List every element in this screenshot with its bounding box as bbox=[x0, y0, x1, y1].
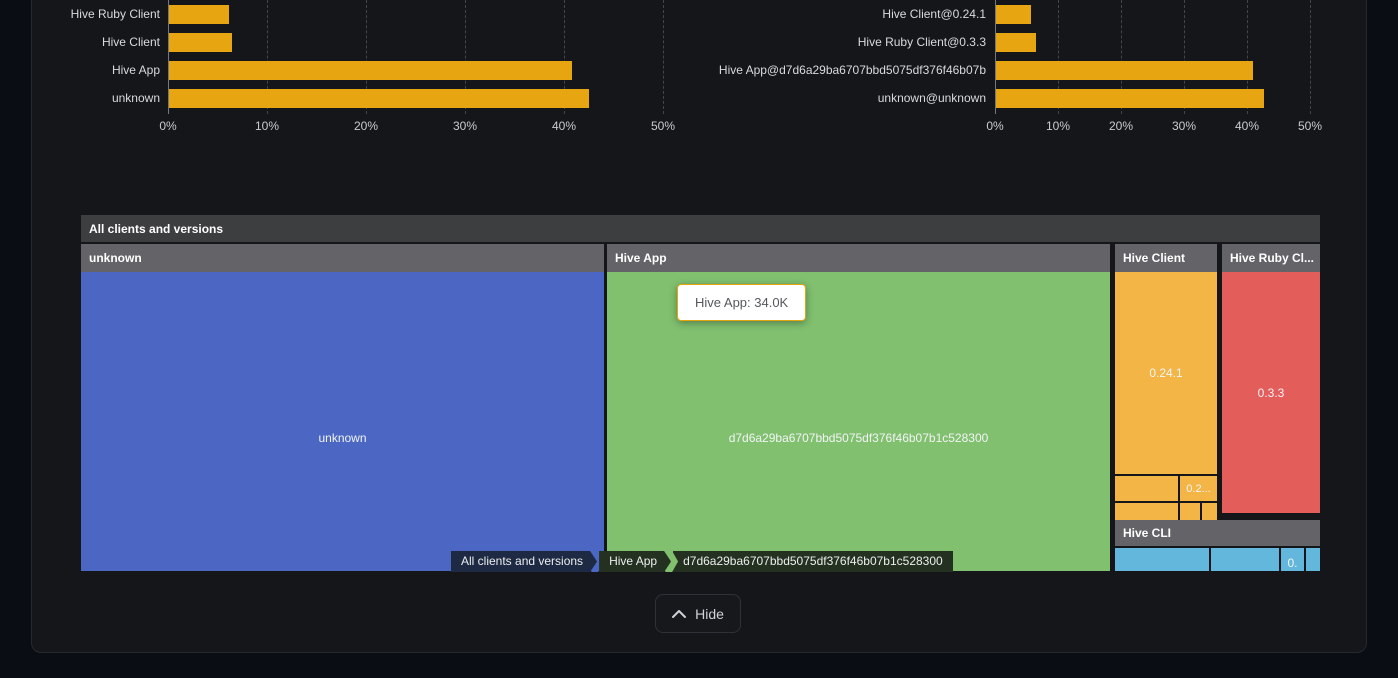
client-versions-bar[interactable] bbox=[996, 33, 1036, 52]
gridline bbox=[1121, 0, 1122, 114]
clients-category-label: Hive Ruby Client bbox=[70, 7, 160, 21]
treemap-header-hive-cli[interactable]: Hive CLI bbox=[1115, 520, 1320, 546]
treemap-cell-unknown[interactable]: unknown bbox=[81, 272, 604, 571]
chart-tooltip-text: Hive App: 34.0K bbox=[695, 295, 789, 310]
treemap-root-header[interactable]: All clients and versions bbox=[81, 215, 1320, 242]
treemap-cell-hive-client-small-3[interactable] bbox=[1115, 503, 1178, 520]
bar-chart-clients-plot bbox=[168, 0, 664, 114]
x-axis-tick-label: 10% bbox=[254, 119, 280, 133]
bar-chart-clients-x-axis: 0% 10% 20% 30% 40% 50% bbox=[159, 119, 675, 135]
gridline bbox=[1058, 0, 1059, 114]
clients-bar[interactable] bbox=[169, 89, 589, 108]
treemap-cell-hive-cli-1[interactable]: 0.23.0 bbox=[1115, 548, 1209, 571]
treemap-cell-hive-client-small-5[interactable] bbox=[1202, 503, 1217, 520]
x-axis-tick-label: 40% bbox=[551, 119, 577, 133]
x-axis-tick-label: 20% bbox=[353, 119, 379, 133]
treemap-cell-hive-cli-2[interactable]: 0.23.0 bbox=[1211, 548, 1279, 571]
treemap-cell-hive-client-small-1[interactable] bbox=[1115, 476, 1178, 501]
x-axis-tick-label: 10% bbox=[1045, 119, 1071, 133]
y-axis-line bbox=[995, 0, 996, 114]
hide-button[interactable]: Hide bbox=[655, 594, 741, 633]
breadcrumb-item-hive-app[interactable]: Hive App bbox=[599, 551, 671, 572]
client-versions-category-label: unknown@unknown bbox=[877, 91, 986, 105]
treemap-header-hive-app[interactable]: Hive App bbox=[607, 244, 1110, 272]
treemap-header-hive-ruby-client[interactable]: Hive Ruby Cl... bbox=[1222, 244, 1320, 272]
client-versions-bar[interactable] bbox=[996, 89, 1264, 108]
gridline bbox=[663, 0, 664, 114]
treemap-cell-hive-client-0-24-1[interactable]: 0.24.1 bbox=[1115, 272, 1217, 474]
client-versions-bar[interactable] bbox=[996, 61, 1254, 80]
x-axis-tick-label: 40% bbox=[1234, 119, 1260, 133]
client-versions-bar[interactable] bbox=[996, 5, 1032, 24]
client-versions-category-label: Hive Ruby Client@0.3.3 bbox=[857, 35, 986, 49]
x-axis-tick-label: 0% bbox=[986, 119, 1004, 133]
gridline bbox=[366, 0, 367, 114]
x-axis-tick-label: 0% bbox=[159, 119, 177, 133]
treemap-cell-hive-client-small-4[interactable] bbox=[1180, 503, 1200, 520]
bar-chart-client-versions-plot bbox=[995, 0, 1311, 114]
gridline bbox=[564, 0, 565, 114]
x-axis-tick-label: 30% bbox=[1171, 119, 1197, 133]
treemap-cell-hive-cli-3[interactable]: 0. bbox=[1281, 548, 1304, 571]
gridline bbox=[465, 0, 466, 114]
treemap-cell-hive-app-version[interactable]: d7d6a29ba6707bbd5075df376f46b07b1c528300 bbox=[607, 272, 1110, 571]
treemap-all-clients-and-versions: All clients and versions unknown unknown… bbox=[81, 215, 1320, 571]
clients-bar[interactable] bbox=[169, 61, 572, 80]
gridline bbox=[1310, 0, 1311, 114]
treemap-header-hive-client[interactable]: Hive Client bbox=[1115, 244, 1217, 272]
clients-category-label: Hive Client bbox=[101, 35, 160, 49]
x-axis-tick-label: 20% bbox=[1108, 119, 1134, 133]
hide-button-label: Hide bbox=[695, 605, 724, 622]
chevron-up-icon bbox=[672, 609, 687, 618]
clients-category-label: unknown bbox=[111, 91, 160, 105]
gridline bbox=[1247, 0, 1248, 114]
y-axis-line bbox=[168, 0, 169, 114]
x-axis-tick-label: 50% bbox=[650, 119, 676, 133]
breadcrumb-chevron-icon bbox=[665, 551, 679, 572]
x-axis-tick-label: 30% bbox=[452, 119, 478, 133]
treemap-breadcrumb: All clients and versions Hive App d7d6a2… bbox=[451, 551, 953, 572]
chart-tooltip: Hive App: 34.0K bbox=[677, 284, 807, 321]
breadcrumb-item-version[interactable]: d7d6a29ba6707bbd5075df376f46b07b1c528300 bbox=[673, 551, 953, 572]
treemap-cell-hive-client-small-2[interactable]: 0.2... bbox=[1180, 476, 1217, 501]
treemap-cell-hive-ruby-client-0-3-3[interactable]: 0.3.3 bbox=[1222, 272, 1320, 513]
client-versions-category-label: Hive App@d7d6a29ba6707bbd5075df376f46b07… bbox=[718, 63, 986, 77]
bar-chart-client-versions-x-axis: 0% 10% 20% 30% 40% 50% bbox=[986, 119, 1322, 135]
client-versions-category-label: Hive Client@0.24.1 bbox=[882, 7, 986, 21]
gridline bbox=[1184, 0, 1185, 114]
clients-bar[interactable] bbox=[169, 5, 230, 24]
treemap-header-unknown[interactable]: unknown bbox=[81, 244, 604, 272]
treemap-cell-hive-cli-4[interactable] bbox=[1306, 548, 1320, 571]
clients-category-label: Hive App bbox=[111, 63, 160, 77]
breadcrumb-item-root[interactable]: All clients and versions bbox=[451, 551, 597, 572]
x-axis-tick-label: 50% bbox=[1297, 119, 1323, 133]
clients-bar[interactable] bbox=[169, 33, 233, 52]
gridline bbox=[267, 0, 268, 114]
